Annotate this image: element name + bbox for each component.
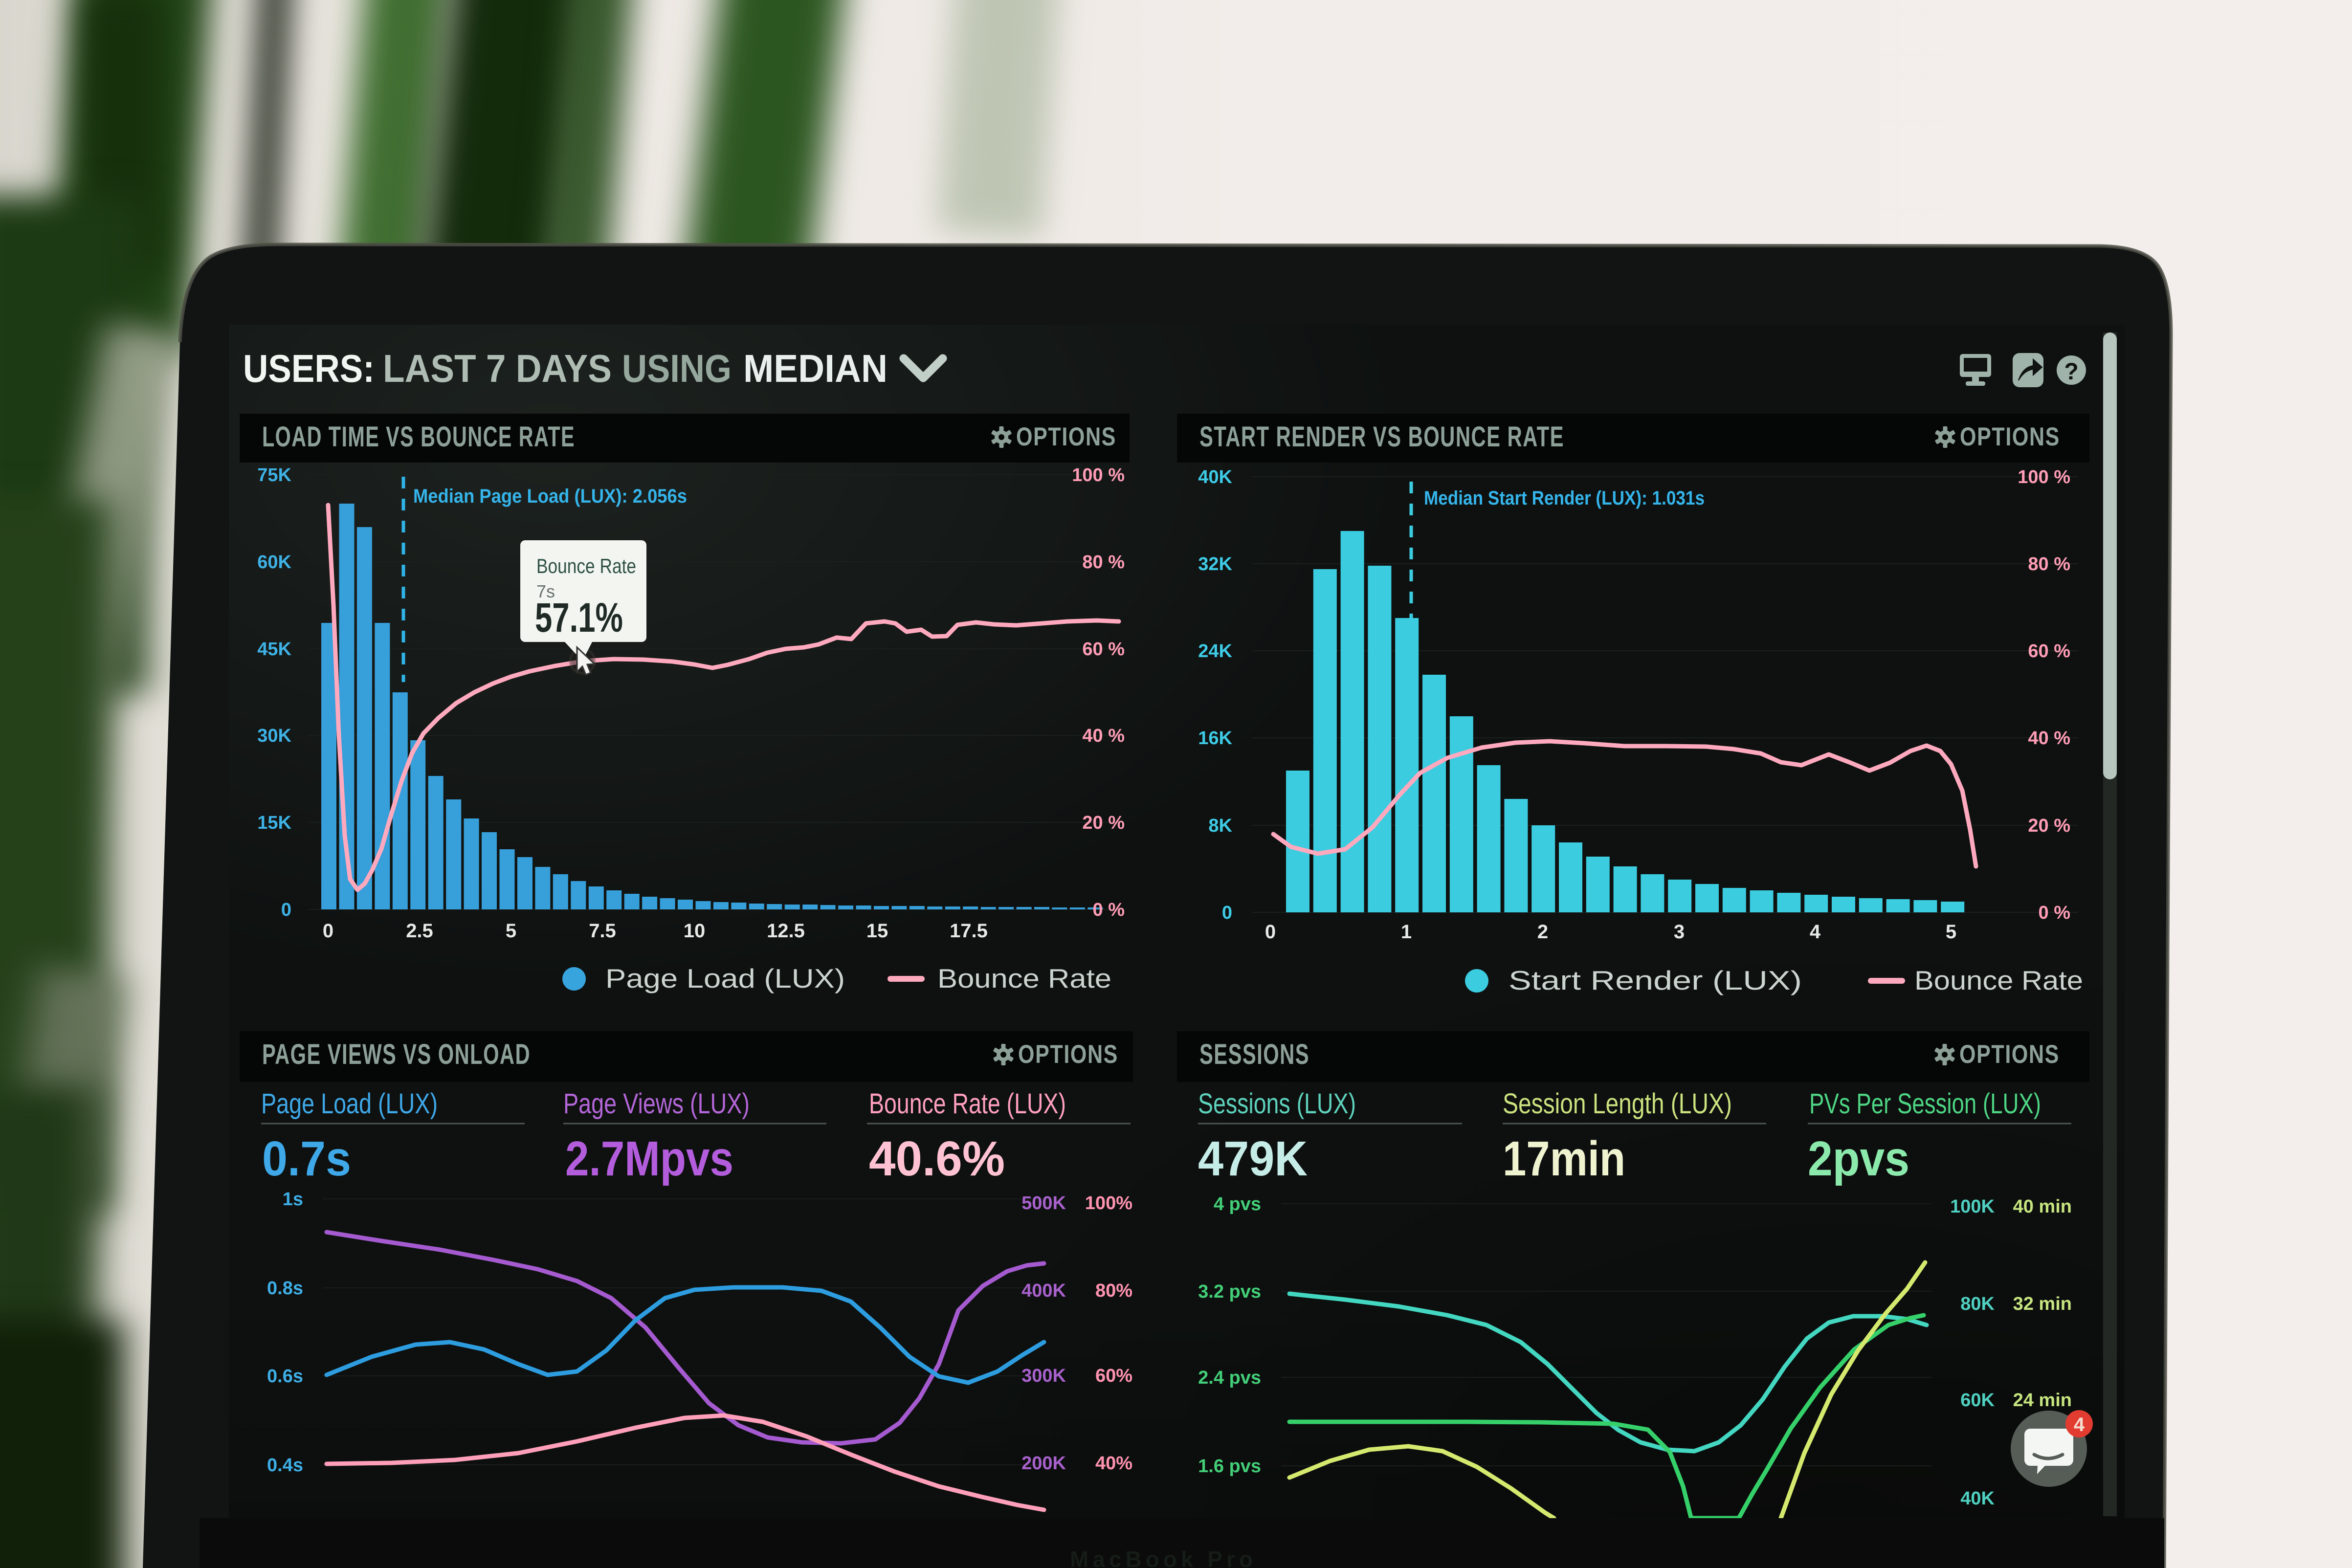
svg-text:START RENDER VS BOUNCE RATE: START RENDER VS BOUNCE RATE (1199, 421, 1564, 453)
svg-text:0 %: 0 % (1093, 900, 1125, 920)
svg-text:40.6%: 40.6% (869, 1131, 1005, 1186)
svg-text:0: 0 (1222, 903, 1232, 923)
svg-text:17.5: 17.5 (950, 920, 988, 942)
svg-text:2.7Mpvs: 2.7Mpvs (565, 1131, 733, 1186)
svg-text:40 min: 40 min (2013, 1196, 2072, 1217)
svg-text:2.4 pvs: 2.4 pvs (1198, 1368, 1261, 1388)
svg-text:5: 5 (1946, 921, 1956, 943)
svg-text:15K: 15K (257, 813, 291, 833)
svg-text:200K: 200K (1021, 1453, 1066, 1474)
svg-text:60 %: 60 % (1082, 639, 1125, 660)
svg-text:1: 1 (1401, 921, 1412, 943)
svg-text:OPTIONS: OPTIONS (1018, 1040, 1118, 1069)
svg-text:30K: 30K (257, 726, 291, 746)
svg-text:0: 0 (281, 900, 291, 920)
svg-text:40K: 40K (1960, 1488, 1995, 1509)
svg-text:Page Load (LUX): Page Load (LUX) (605, 963, 845, 994)
svg-text:57.1%: 57.1% (535, 595, 623, 640)
svg-text:MEDIAN: MEDIAN (743, 347, 888, 390)
svg-text:7.5: 7.5 (589, 920, 616, 942)
svg-text:1s: 1s (283, 1189, 303, 1210)
svg-text:7s: 7s (536, 581, 555, 601)
svg-text:16K: 16K (1198, 728, 1232, 749)
svg-text:5: 5 (506, 920, 516, 942)
svg-text:60 %: 60 % (2028, 641, 2070, 662)
svg-text:Page Views (LUX): Page Views (LUX) (563, 1088, 750, 1120)
svg-text:10: 10 (684, 920, 706, 942)
svg-text:20 %: 20 % (2028, 816, 2070, 836)
svg-text:LAST 7 DAYS: LAST 7 DAYS (383, 347, 612, 390)
svg-text:PAGE VIEWS VS ONLOAD: PAGE VIEWS VS ONLOAD (262, 1038, 531, 1070)
svg-text:15: 15 (866, 920, 888, 942)
svg-text:Bounce Rate: Bounce Rate (937, 963, 1111, 994)
svg-text:Page Load (LUX): Page Load (LUX) (261, 1088, 438, 1120)
svg-text:USING: USING (622, 347, 732, 390)
svg-text:SESSIONS: SESSIONS (1199, 1038, 1309, 1070)
svg-text:Median Page Load (LUX): 2.056s: Median Page Load (LUX): 2.056s (413, 486, 687, 507)
svg-text:Bounce Rate: Bounce Rate (536, 554, 636, 577)
svg-text:3.2 pvs: 3.2 pvs (1198, 1281, 1261, 1302)
svg-text:80K: 80K (1960, 1294, 1995, 1314)
svg-text:75K: 75K (257, 465, 291, 486)
svg-text:OPTIONS: OPTIONS (1960, 422, 2060, 451)
svg-text:40K: 40K (1198, 467, 1232, 487)
svg-text:479K: 479K (1198, 1131, 1308, 1186)
svg-text:80 %: 80 % (2028, 554, 2070, 574)
svg-text:Sessions (LUX): Sessions (LUX) (1198, 1088, 1356, 1120)
svg-text:3: 3 (1674, 921, 1685, 943)
svg-text:100 %: 100 % (1072, 465, 1125, 486)
svg-text:USERS:: USERS: (243, 347, 375, 390)
svg-text:80 %: 80 % (1082, 552, 1125, 573)
svg-text:40 %: 40 % (1082, 726, 1125, 746)
svg-text:40%: 40% (1095, 1453, 1132, 1474)
svg-text:Bounce Rate: Bounce Rate (1914, 965, 2083, 995)
svg-text:LOAD TIME VS BOUNCE RATE: LOAD TIME VS BOUNCE RATE (262, 421, 575, 453)
svg-text:0.4s: 0.4s (267, 1455, 303, 1476)
svg-text:PVs Per Session (LUX): PVs Per Session (LUX) (1809, 1088, 2041, 1120)
svg-text:60K: 60K (1960, 1390, 1995, 1411)
svg-text:0.6s: 0.6s (267, 1366, 303, 1387)
svg-text:8K: 8K (1208, 816, 1232, 836)
svg-text:17min: 17min (1503, 1131, 1625, 1186)
svg-text:32 min: 32 min (2013, 1294, 2072, 1314)
svg-text:100 %: 100 % (2018, 467, 2070, 487)
svg-text:32K: 32K (1198, 554, 1232, 574)
svg-text:2.5: 2.5 (406, 920, 433, 942)
svg-text:4: 4 (2074, 1414, 2085, 1435)
svg-text:4: 4 (1810, 921, 1821, 943)
svg-text:2: 2 (1537, 921, 1548, 943)
svg-text:0.7s: 0.7s (262, 1131, 351, 1186)
svg-text:Bounce Rate (LUX): Bounce Rate (LUX) (869, 1088, 1066, 1120)
svg-text:60%: 60% (1095, 1366, 1132, 1386)
svg-text:24 min: 24 min (2013, 1390, 2072, 1411)
svg-text:0.8s: 0.8s (267, 1278, 303, 1299)
svg-text:?: ? (2064, 359, 2078, 385)
svg-text:0 %: 0 % (2039, 903, 2070, 923)
svg-text:24K: 24K (1198, 641, 1232, 662)
svg-text:0: 0 (1265, 921, 1276, 943)
svg-text:Session Length (LUX): Session Length (LUX) (1503, 1088, 1732, 1120)
svg-text:Start Render (LUX): Start Render (LUX) (1509, 965, 1802, 995)
svg-text:60K: 60K (257, 552, 291, 573)
svg-text:300K: 300K (1021, 1366, 1066, 1386)
svg-text:100K: 100K (1950, 1196, 1995, 1217)
svg-text:2pvs: 2pvs (1808, 1131, 1909, 1186)
svg-text:12.5: 12.5 (767, 920, 805, 942)
svg-text:500K: 500K (1021, 1193, 1066, 1214)
svg-text:4 pvs: 4 pvs (1214, 1194, 1261, 1215)
svg-text:0: 0 (323, 920, 333, 942)
svg-text:80%: 80% (1095, 1281, 1132, 1301)
svg-text:OPTIONS: OPTIONS (1959, 1040, 2060, 1069)
svg-text:OPTIONS: OPTIONS (1016, 422, 1116, 451)
svg-text:MacBook Pro: MacBook Pro (1070, 1546, 1257, 1568)
svg-text:40 %: 40 % (2028, 728, 2070, 749)
svg-text:1.6 pvs: 1.6 pvs (1198, 1456, 1261, 1477)
svg-text:45K: 45K (257, 639, 291, 660)
svg-text:Median Start Render (LUX): 1.0: Median Start Render (LUX): 1.031s (1424, 487, 1705, 509)
svg-text:100%: 100% (1085, 1193, 1132, 1214)
svg-text:400K: 400K (1021, 1281, 1066, 1301)
svg-text:20 %: 20 % (1082, 813, 1125, 833)
